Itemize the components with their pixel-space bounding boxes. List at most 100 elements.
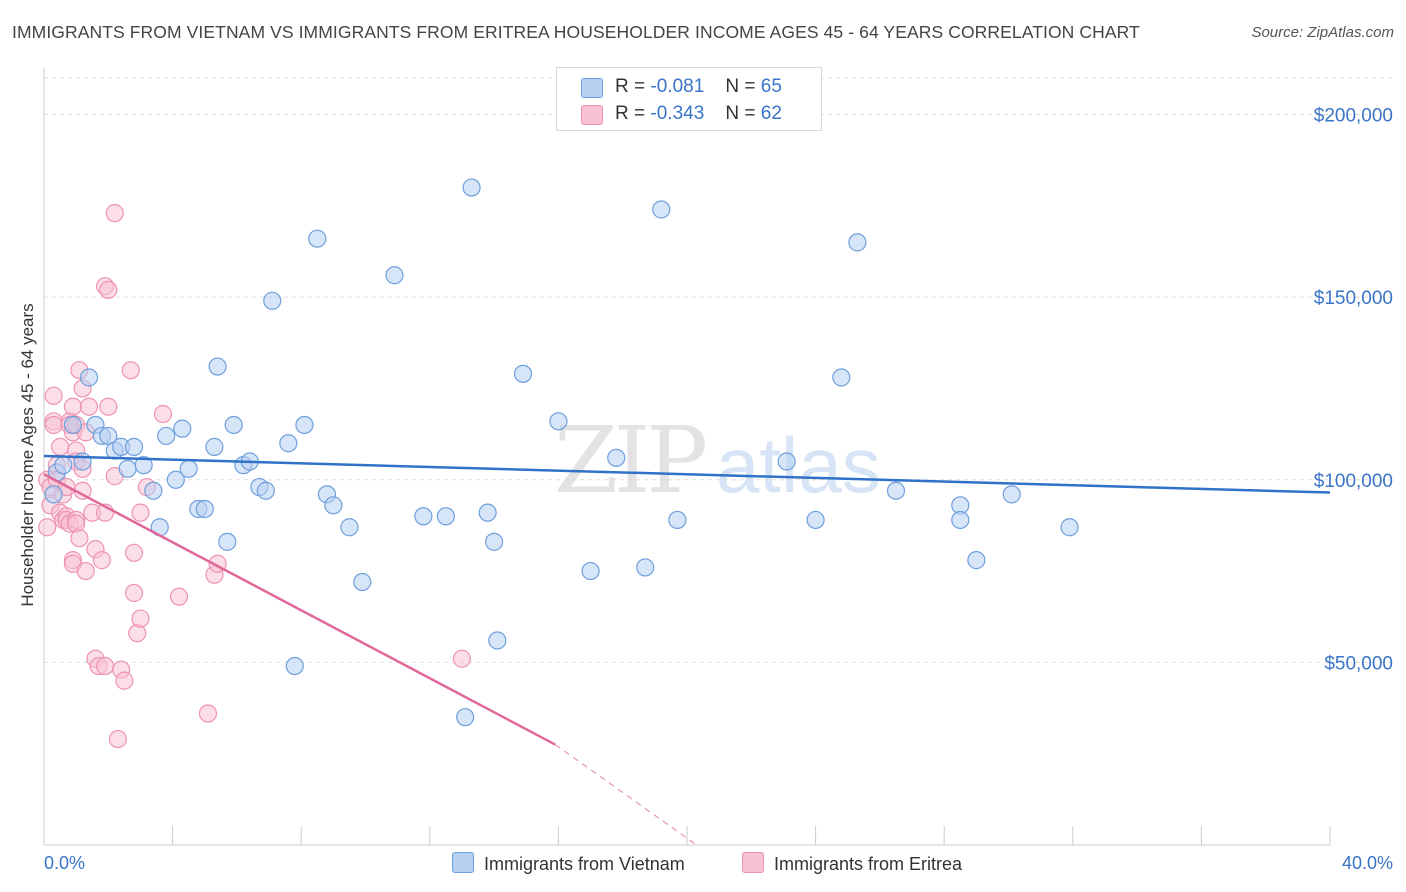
vietnam-point: [832, 368, 851, 387]
eritrea-point: [124, 543, 144, 562]
eritrea-point: [44, 415, 63, 435]
n-label: N =: [725, 76, 756, 97]
vietnam-point: [581, 561, 600, 581]
vietnam-trend-line: [43, 454, 1331, 494]
vietnam-point: [951, 510, 970, 530]
n-label: N =: [725, 103, 756, 124]
vietnam-point: [967, 551, 986, 570]
x-tick-label: 0.0%: [44, 853, 85, 873]
vietnam-point: [456, 708, 475, 727]
vietnam-swatch: [581, 78, 603, 98]
eritrea-point: [131, 609, 150, 628]
vietnam-point: [668, 510, 687, 530]
vietnam-point: [549, 412, 568, 431]
r-label: R =: [615, 76, 646, 97]
vietnam-point: [806, 510, 825, 530]
vietnam-point: [279, 434, 298, 453]
watermark-zip: ZIP: [554, 407, 705, 514]
eritrea-point: [50, 437, 70, 456]
vietnam-point: [173, 419, 192, 438]
vietnam-point: [44, 485, 63, 504]
eritrea-point: [99, 397, 118, 416]
eritrea-point: [108, 729, 128, 749]
vietnam-point: [324, 496, 343, 515]
vietnam-point: [848, 233, 867, 252]
eritrea-point: [115, 671, 134, 690]
eritrea-trend-extension: [554, 744, 697, 846]
vietnam-point: [285, 656, 304, 676]
vietnam-point: [205, 437, 224, 456]
vietnam-point: [295, 415, 314, 435]
eritrea-point: [70, 529, 89, 548]
eritrea-points: [38, 204, 472, 749]
eritrea-point: [63, 397, 83, 416]
eritrea-trend-line: [43, 473, 556, 746]
correlation-legend: R = -0.081 N = 65 R = -0.343 N = 62: [556, 67, 822, 131]
vietnam-point: [195, 499, 214, 519]
vietnam-point: [208, 357, 227, 376]
vietnam-point: [124, 437, 144, 456]
vietnam-point: [263, 291, 282, 310]
eritrea-point: [95, 656, 115, 676]
eritrea-point: [131, 503, 150, 522]
vietnam-point: [340, 518, 359, 537]
vietnam-point: [485, 532, 504, 551]
vietnam-point: [488, 631, 507, 650]
chart-title: IMMIGRANTS FROM VIETNAM VS IMMIGRANTS FR…: [12, 22, 1140, 42]
vietnam-point: [1060, 518, 1079, 537]
y-tick-label: $150,000: [1314, 288, 1393, 309]
n-value: 62: [760, 103, 782, 124]
n-value: 65: [760, 76, 782, 97]
vietnam-point: [636, 558, 655, 577]
eritrea-point: [153, 404, 173, 424]
eritrea-point: [124, 583, 144, 603]
vietnam-point: [478, 503, 497, 522]
eritrea-point: [92, 551, 111, 570]
eritrea-point: [99, 280, 118, 299]
axes: [43, 68, 1331, 846]
y-tick-label: $100,000: [1314, 471, 1393, 492]
y-tick-label: $50,000: [1324, 653, 1393, 674]
vietnam-point: [79, 368, 99, 387]
vietnam-point: [166, 470, 185, 489]
r-label: R =: [615, 103, 646, 124]
eritrea-point: [198, 704, 218, 723]
vietnam-point: [224, 415, 243, 435]
vietnam-point: [308, 229, 327, 248]
eritrea-point: [169, 587, 189, 606]
vietnam-point: [1002, 485, 1021, 504]
legend-item-vietnam: Immigrants from Vietnam: [452, 852, 685, 875]
vietnam-point: [886, 481, 906, 500]
vietnam-point: [118, 459, 137, 478]
vietnam-point: [777, 452, 796, 471]
vietnam-point: [436, 507, 455, 526]
vietnam-point: [134, 456, 153, 475]
vietnam-point: [652, 200, 671, 219]
vietnam-point: [607, 448, 626, 467]
eritrea-point: [79, 397, 99, 416]
watermark-atlas: atlas: [716, 421, 881, 509]
eritrea-point: [38, 518, 57, 537]
source-credit: Source: ZipAtlas.com: [1251, 24, 1394, 41]
tick-labels: $50,000 $100,000 $150,000 $200,000 0.0% 40.0%: [44, 106, 1393, 873]
vietnam-point: [353, 572, 372, 592]
legend-label-eritrea: Immigrants from Eritrea: [774, 854, 963, 874]
r-value: -0.343: [650, 103, 705, 124]
vietnam-point: [462, 178, 481, 197]
vietnam-point: [218, 532, 237, 551]
vietnam-swatch: [452, 852, 474, 873]
eritrea-swatch: [581, 105, 603, 125]
eritrea-swatch: [742, 852, 764, 873]
vietnam-point: [414, 507, 433, 526]
grid-lines: [44, 77, 1394, 663]
vietnam-point: [63, 415, 83, 435]
legend-label-vietnam: Immigrants from Vietnam: [484, 854, 685, 874]
eritrea-point: [44, 386, 63, 405]
r-value: -0.081: [650, 76, 705, 97]
eritrea-point: [121, 361, 140, 380]
vietnam-point: [256, 481, 275, 500]
vietnam-point: [179, 459, 198, 478]
eritrea-point: [105, 204, 124, 223]
vietnam-point: [513, 364, 533, 383]
